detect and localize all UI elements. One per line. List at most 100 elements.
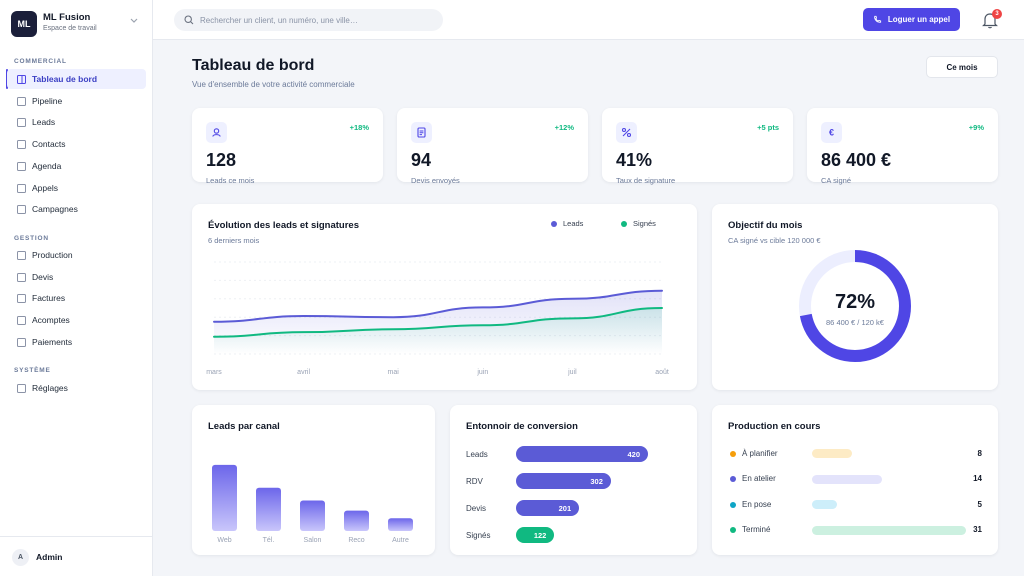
bell-icon[interactable] bbox=[982, 11, 998, 29]
sidebar-item-label: Contacts bbox=[32, 139, 66, 149]
square-icon bbox=[17, 183, 26, 193]
phone-icon bbox=[874, 15, 881, 23]
kpi-delta: +18% bbox=[349, 123, 369, 132]
production-card: Production en cours À planifier 8 En ateli… bbox=[712, 405, 998, 555]
user-name: Admin bbox=[36, 552, 63, 562]
x-tick-label: Web bbox=[217, 537, 231, 544]
square-icon bbox=[17, 383, 26, 393]
kpi-card-leads: +18% 128 Leads ce mois bbox=[192, 108, 383, 185]
app-name: ML Fusion bbox=[43, 12, 91, 23]
funnel-bar-devis: 201 bbox=[516, 500, 580, 516]
x-tick-label: mars bbox=[206, 369, 222, 376]
chart-title: Leads par canal bbox=[208, 421, 280, 432]
log-call-button[interactable]: Loguer un appel bbox=[863, 8, 960, 31]
sidebar-item-devis[interactable]: Devis bbox=[7, 267, 146, 287]
bar-web bbox=[212, 464, 237, 531]
kpi-value: 128 bbox=[206, 150, 237, 170]
chart-title: Entonnoir de conversion bbox=[466, 421, 578, 432]
monthly-goal-card: Objectif du mois CA signé vs cible 120 0… bbox=[712, 204, 998, 390]
svg-text:€: € bbox=[829, 128, 834, 138]
sidebar-item-label: Acomptes bbox=[32, 315, 70, 325]
square-icon bbox=[17, 315, 26, 325]
production-count: 14 bbox=[973, 474, 982, 483]
chart-title: Production en cours bbox=[728, 421, 821, 432]
sidebar-item-tableau-de-bord[interactable]: Tableau de bord bbox=[7, 69, 146, 89]
x-tick-label: Reco bbox=[348, 537, 364, 544]
kpi-value: 41% bbox=[616, 150, 653, 170]
legend-label: Signés bbox=[633, 219, 656, 228]
kpi-value: 94 bbox=[411, 150, 432, 170]
square-icon bbox=[17, 117, 26, 127]
workspace-label: Espace de travail bbox=[43, 25, 97, 32]
search-input[interactable] bbox=[200, 15, 430, 25]
series-line-leads bbox=[213, 289, 663, 323]
square-icon bbox=[17, 250, 26, 260]
production-count: 8 bbox=[977, 448, 982, 458]
x-tick-label: juil bbox=[567, 369, 577, 376]
x-tick-label: Salon bbox=[304, 537, 322, 544]
goal-donut: 72% 86 400 € / 120 k€ bbox=[799, 250, 911, 362]
funnel-bar-signés: 122 bbox=[516, 527, 555, 543]
goal-detail: 86 400 € / 120 k€ bbox=[826, 318, 885, 327]
percent-icon bbox=[616, 122, 637, 143]
bar-reco bbox=[344, 510, 369, 531]
sidebar-item-campagnes[interactable]: Campagnes bbox=[7, 199, 146, 219]
sidebar-item-appels[interactable]: Appels bbox=[7, 178, 146, 198]
square-icon bbox=[17, 139, 26, 149]
kpi-card-devis: +12% 94 Devis envoyés bbox=[397, 108, 588, 185]
log-call-label: Loguer un appel bbox=[887, 15, 951, 24]
document-icon bbox=[411, 122, 432, 143]
sidebar-item-contacts[interactable]: Contacts bbox=[7, 134, 146, 154]
workspace-switcher[interactable]: ML ML Fusion Espace de travail bbox=[11, 11, 141, 37]
chevron-down-icon bbox=[130, 18, 138, 23]
kpi-delta: +5 pts bbox=[757, 123, 779, 132]
chart-title: Évolution des leads et signatures bbox=[208, 220, 359, 231]
sidebar-item-paiements[interactable]: Paiements bbox=[7, 332, 146, 352]
sidebar-item-label: Factures bbox=[32, 293, 66, 303]
leads-by-channel-card: Leads par canal Web Tél. Salon Reco Autre bbox=[192, 405, 435, 555]
avatar: A bbox=[12, 549, 29, 566]
sidebar-item-reglages[interactable]: Réglages bbox=[7, 378, 146, 398]
sidebar-item-acomptes[interactable]: Acomptes bbox=[7, 310, 146, 330]
square-icon bbox=[17, 96, 26, 106]
sidebar-item-leads[interactable]: Leads bbox=[7, 112, 146, 132]
section-commercial: COMMERCIAL bbox=[14, 58, 67, 65]
period-button[interactable]: Ce mois bbox=[926, 56, 998, 78]
sidebar-item-label: Tableau de bord bbox=[32, 74, 98, 84]
funnel-label: Signés bbox=[466, 531, 491, 540]
app-logo: ML bbox=[11, 11, 37, 37]
conversion-funnel-card: Entonnoir de conversion Leads 420 RDV 302 De… bbox=[450, 405, 697, 555]
production-label: En atelier bbox=[742, 474, 776, 483]
square-icon bbox=[17, 161, 26, 171]
search-box[interactable] bbox=[174, 9, 443, 31]
user-menu[interactable]: A Admin bbox=[0, 536, 153, 576]
search-icon bbox=[184, 15, 194, 25]
sidebar-item-production[interactable]: Production bbox=[7, 245, 146, 265]
leads-evolution-card: Évolution des leads et signatures 6 dern… bbox=[192, 204, 697, 390]
production-bar bbox=[812, 474, 882, 484]
donut-progress bbox=[799, 250, 911, 362]
status-dot bbox=[730, 501, 736, 508]
sidebar-item-label: Pipeline bbox=[32, 96, 63, 106]
x-tick-label: mai bbox=[388, 369, 400, 376]
topbar: Loguer un appel 3 bbox=[153, 0, 1024, 40]
sidebar-item-agenda[interactable]: Agenda bbox=[7, 156, 146, 176]
euro-icon: € bbox=[821, 122, 842, 143]
x-tick-label: août bbox=[655, 369, 669, 376]
kpi-label: CA signé bbox=[821, 176, 852, 185]
x-tick-label: Autre bbox=[392, 537, 409, 544]
series-line-signés bbox=[213, 307, 663, 338]
kpi-label: Leads ce mois bbox=[206, 176, 255, 185]
production-count: 31 bbox=[973, 525, 982, 534]
bar-tl bbox=[256, 487, 281, 531]
kpi-card-ca: € +9% 86 400 € CA signé bbox=[807, 108, 998, 185]
chart-subtitle: 6 derniers mois bbox=[208, 236, 260, 245]
sidebar-item-factures[interactable]: Factures bbox=[7, 288, 146, 308]
x-tick-label: juin bbox=[476, 369, 488, 376]
funnel-label: Leads bbox=[466, 450, 488, 459]
sidebar-item-pipeline[interactable]: Pipeline bbox=[7, 91, 146, 111]
kpi-label: Taux de signature bbox=[616, 176, 676, 185]
page-title: Tableau de bord bbox=[192, 57, 315, 74]
section-gestion: GESTION bbox=[14, 235, 49, 242]
production-label: À planifier bbox=[742, 448, 778, 458]
